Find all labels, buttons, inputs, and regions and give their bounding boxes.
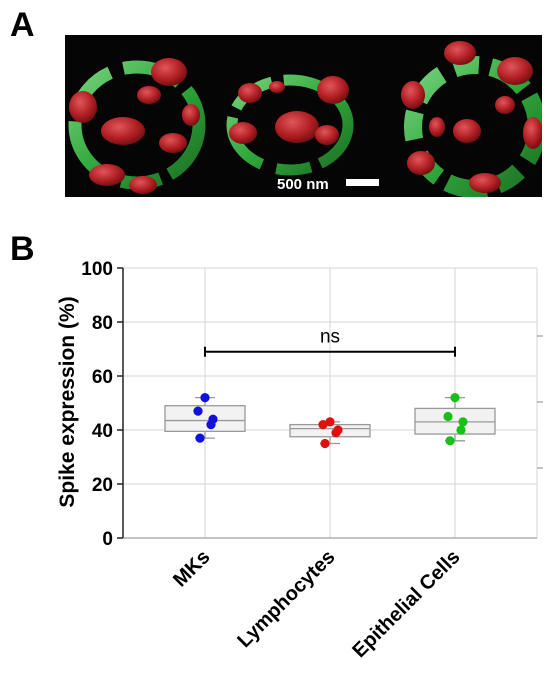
data-points <box>193 393 468 449</box>
y-tick-label: 80 <box>92 313 113 334</box>
annotations: ns <box>204 327 456 357</box>
box <box>164 405 246 432</box>
panel-label-a: A <box>10 6 35 44</box>
scale-bar <box>346 179 379 186</box>
y-tick-label: 60 <box>92 367 113 388</box>
platelet-ring-1 <box>68 58 206 194</box>
data-point <box>458 417 468 427</box>
boxes <box>164 396 496 445</box>
y-axis-label: Spike expression (%) <box>56 296 79 507</box>
y-tick-label: 40 <box>92 421 113 442</box>
scale-bar-label: 500 nm <box>277 176 329 193</box>
platelet-ring-2 <box>226 74 354 176</box>
x-tick-label: Epithelial Cells <box>348 546 464 662</box>
grid-lines <box>123 267 543 539</box>
data-point <box>325 417 335 427</box>
data-point <box>193 406 203 416</box>
axes: 0 20 40 60 80 100 MKs Lymphocytes Epithelial Cel… <box>81 259 537 662</box>
platelet-ring-3 <box>401 41 542 197</box>
micrograph-image: 500 nm <box>65 35 542 197</box>
data-point <box>318 420 328 430</box>
panel-label-b: B <box>10 230 35 268</box>
data-point <box>456 425 466 435</box>
data-point <box>445 436 455 446</box>
y-tick-label: 0 <box>102 529 113 550</box>
box-plot-chart: 0 20 40 60 80 100 MKs Lymphocytes Epithelial Cel… <box>56 259 543 662</box>
data-point <box>206 420 216 430</box>
significance-label: ns <box>320 327 340 348</box>
x-tick-label: MKs <box>169 546 214 591</box>
data-point <box>320 438 330 449</box>
y-tick-label: 20 <box>92 475 113 496</box>
data-point <box>331 428 341 438</box>
data-point <box>443 411 453 422</box>
x-tick-label: Lymphocytes <box>233 546 339 652</box>
box <box>414 407 496 435</box>
y-tick-label: 100 <box>81 259 113 280</box>
data-point <box>195 433 205 443</box>
data-point <box>200 393 210 403</box>
data-point <box>450 393 460 403</box>
